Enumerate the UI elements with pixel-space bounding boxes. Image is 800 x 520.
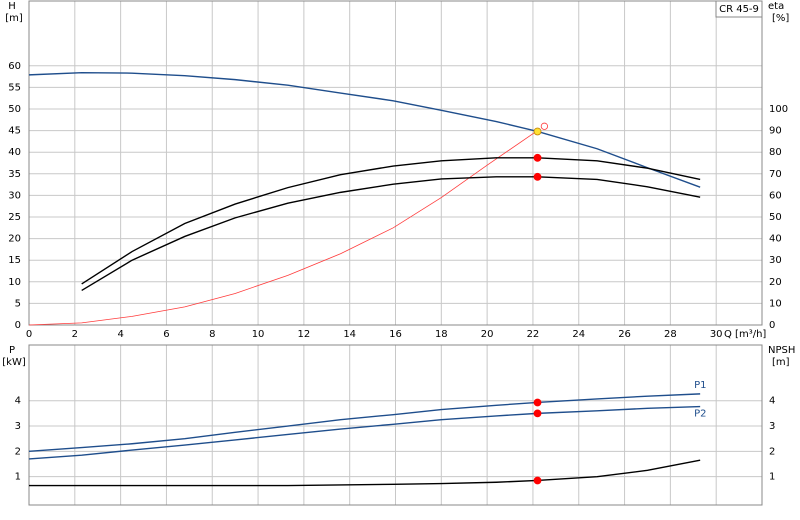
y2-tick-label: 0	[769, 320, 775, 331]
y2-tick-label: 100	[769, 104, 788, 115]
y-tick-label: 25	[8, 212, 21, 223]
x-tick-label: 2	[72, 329, 78, 340]
y-tick-label: 60	[8, 61, 21, 72]
x-tick-label: 14	[343, 329, 356, 340]
curve	[28, 130, 538, 326]
y2-tick-label: 2	[769, 446, 775, 457]
x-tick-label: 8	[209, 329, 215, 340]
model-box	[715, 0, 763, 18]
x-axis-label: Q [m³/h]	[724, 329, 766, 340]
x-tick-label: 10	[252, 329, 265, 340]
y2-tick-label: 1	[769, 472, 775, 483]
x-tick-label: 30	[710, 329, 723, 340]
y-axis-label: P	[9, 345, 15, 356]
y2-tick-label: 4	[769, 396, 775, 407]
y2-tick-label: 10	[769, 298, 782, 309]
operating-point	[540, 122, 548, 130]
y2-tick-label: 40	[769, 234, 782, 245]
y-tick-label: 50	[8, 104, 21, 115]
operating-point	[533, 153, 542, 162]
operating-point	[533, 127, 542, 136]
curve	[29, 459, 701, 487]
x-tick-label: 28	[664, 329, 677, 340]
x-tick-label: 22	[527, 329, 540, 340]
y2-tick-label: 3	[769, 421, 775, 432]
x-tick-label: 6	[163, 329, 169, 340]
y2-axis-label: eta	[768, 1, 784, 12]
y2-axis-unit: [m]	[772, 357, 790, 368]
curve	[81, 157, 701, 285]
y2-tick-label: 70	[769, 169, 782, 180]
x-tick-label: 20	[481, 329, 494, 340]
y-tick-label: 3	[15, 421, 21, 432]
y2-tick-label: 20	[769, 277, 782, 288]
y-axis-unit: [m]	[5, 13, 23, 24]
plot-frame	[28, 0, 763, 326]
x-tick-label: 26	[618, 329, 631, 340]
y-axis-label: H	[8, 1, 16, 12]
y-tick-label: 0	[15, 320, 21, 331]
y-axis-unit: [kW]	[2, 357, 26, 368]
y-tick-label: 45	[8, 126, 21, 137]
curve	[28, 393, 701, 453]
curve-label: P1	[694, 380, 706, 391]
y2-tick-label: 30	[769, 255, 782, 266]
operating-point	[533, 398, 542, 407]
plot-frame	[28, 344, 763, 506]
y-tick-label: 5	[15, 298, 21, 309]
x-tick-label: 16	[389, 329, 402, 340]
curve	[81, 176, 701, 292]
y-tick-label: 20	[8, 234, 21, 245]
x-tick-label: 4	[117, 329, 123, 340]
x-tick-label: 18	[435, 329, 448, 340]
y2-tick-label: 60	[769, 190, 782, 201]
y2-tick-label: 80	[769, 147, 782, 158]
operating-point	[533, 172, 542, 181]
model-label: CR 45-9	[719, 4, 759, 15]
y-tick-label: 15	[8, 255, 21, 266]
y-tick-label: 55	[8, 82, 21, 93]
y2-tick-label: 90	[769, 126, 782, 137]
curve-label: P2	[694, 409, 706, 420]
y-tick-label: 30	[8, 190, 21, 201]
y2-tick-label: 50	[769, 212, 782, 223]
x-tick-label: 12	[298, 329, 311, 340]
operating-point	[533, 476, 542, 485]
curve	[28, 72, 701, 188]
operating-point	[533, 409, 542, 418]
y2-axis-label: NPSH	[768, 345, 795, 356]
y-tick-label: 40	[8, 147, 21, 158]
y-tick-label: 10	[8, 277, 21, 288]
y2-axis-unit: [%]	[772, 13, 789, 24]
y-tick-label: 4	[15, 396, 21, 407]
curve	[28, 405, 701, 460]
y-tick-label: 2	[15, 446, 21, 457]
y-tick-label: 35	[8, 169, 21, 180]
y-tick-label: 1	[15, 472, 21, 483]
x-tick-label: 24	[572, 329, 585, 340]
x-tick-label: 0	[26, 329, 32, 340]
